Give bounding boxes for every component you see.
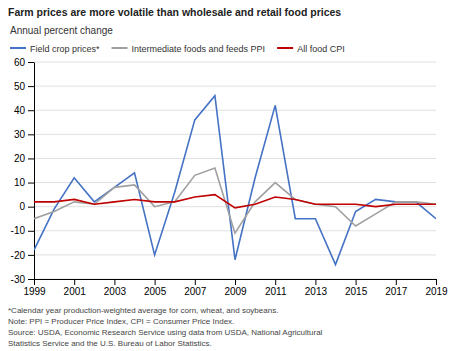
x-tick-mark (155, 279, 156, 285)
series-line (34, 96, 436, 265)
x-tick-mark (34, 279, 35, 285)
y-tick-label: -20 (11, 250, 26, 261)
series-line (34, 168, 436, 233)
footnote: Statistics Service and the U.S. Bureau o… (8, 339, 212, 348)
legend-item: Intermediate foods and feeds PPI (112, 44, 266, 54)
x-tick-label: 2017 (385, 286, 408, 297)
y-tick: 40 (14, 105, 34, 116)
y-tick-mark (28, 231, 34, 232)
y-tick-mark (28, 134, 34, 135)
x-tick: 2017 (385, 279, 408, 297)
x-tick-label: 2007 (184, 286, 207, 297)
x-tick-label: 2011 (265, 286, 287, 297)
legend-swatch (277, 47, 293, 49)
x-tick-mark (396, 279, 397, 285)
grid-line (34, 134, 436, 135)
x-tick: 2013 (305, 279, 328, 297)
legend-label: All food CPI (297, 44, 345, 54)
x-tick-label: 2005 (144, 286, 167, 297)
y-tick-mark (28, 183, 34, 184)
x-tick: 2015 (345, 279, 368, 297)
x-tick-label: 2013 (305, 286, 328, 297)
x-tick: 2007 (184, 279, 207, 297)
x-tick-mark (195, 279, 196, 285)
y-tick-label: 50 (14, 81, 26, 92)
x-tick-mark (275, 279, 276, 285)
legend-swatch (112, 47, 128, 49)
legend-item: All food CPI (277, 44, 345, 54)
x-tick-mark (74, 279, 75, 285)
lines (34, 96, 436, 265)
footnote: Source: USDA, Economic Research Service … (8, 328, 323, 337)
legend-label: Intermediate foods and feeds PPI (132, 44, 266, 54)
x-tick-mark (235, 279, 236, 285)
grid-line (34, 86, 436, 87)
y-tick: 10 (14, 177, 34, 188)
legend-swatch (10, 47, 26, 49)
grid-line (34, 110, 436, 111)
x-tick: 2001 (64, 279, 87, 297)
legend-item: Field crop prices* (10, 44, 100, 54)
x-tick-label: 2003 (104, 286, 127, 297)
y-tick-mark (28, 255, 34, 256)
y-tick-label: -10 (11, 225, 26, 236)
y-tick: 50 (14, 81, 34, 92)
x-tick: 1999 (23, 279, 46, 297)
y-tick-label: 10 (14, 177, 26, 188)
x-tick-mark (356, 279, 357, 285)
plot-area: 1999 2001 2003 2005 2007 2009 2011 2013 2015 2017… (11, 57, 449, 297)
y-tick: -20 (11, 250, 34, 261)
legend: Field crop prices* Intermediate foods and… (10, 44, 345, 54)
x-tick-label: 2015 (345, 286, 368, 297)
chart: Farm prices are more volatile than whole… (0, 0, 450, 351)
y-tick-label: 60 (14, 57, 26, 68)
x-tick: 2003 (104, 279, 127, 297)
footnotes: *Calendar year production-weighted avera… (8, 306, 323, 348)
y-tick: 30 (14, 129, 34, 140)
x-tick-label: 2001 (64, 286, 87, 297)
x-tick: 2005 (144, 279, 167, 297)
x-tick: 2009 (224, 279, 247, 297)
y-tick-mark (28, 158, 34, 159)
grid-line (34, 182, 436, 183)
y-tick: 0 (19, 201, 34, 212)
y-tick-label: 40 (14, 105, 26, 116)
grid-line (34, 62, 436, 63)
y-tick-mark (28, 86, 34, 87)
y-tick: 20 (14, 153, 34, 164)
x-tick-label: 1999 (23, 286, 46, 297)
y-tick: -30 (11, 274, 34, 285)
x-tick-mark (436, 279, 437, 285)
y-tick-label: 30 (14, 129, 26, 140)
y-tick-mark (28, 62, 34, 63)
y-tick-mark (28, 110, 34, 111)
y-tick-label: 20 (14, 153, 26, 164)
x-tick: 2019 (425, 279, 448, 297)
grid (34, 62, 436, 279)
x-tick-label: 2009 (224, 286, 247, 297)
y-tick: 60 (14, 57, 34, 68)
x-tick-mark (114, 279, 115, 285)
x-tick-mark (315, 279, 316, 285)
y-tick-mark (28, 207, 34, 208)
grid-line (34, 158, 436, 159)
y-tick-label: 0 (19, 201, 25, 212)
y-axis: -30 -20 -10 0 10 20 30 40 50 60 (11, 57, 35, 285)
legend-label: Field crop prices* (30, 44, 100, 54)
x-tick-label: 2019 (425, 286, 448, 297)
y-tick: -10 (11, 225, 34, 236)
y-tick-mark (28, 279, 34, 280)
series-line (34, 195, 436, 208)
footnote: Note: PPI = Producer Price Index, CPI = … (8, 317, 234, 326)
title: Farm prices are more volatile than whole… (8, 6, 341, 18)
y-axis-label: Annual percent change (10, 25, 113, 36)
x-tick: 2011 (265, 279, 287, 297)
y-tick-label: -30 (11, 274, 26, 285)
x-axis: 1999 2001 2003 2005 2007 2009 2011 2013 2015 2017… (23, 279, 448, 297)
footnote: *Calendar year production-weighted avera… (8, 306, 278, 315)
